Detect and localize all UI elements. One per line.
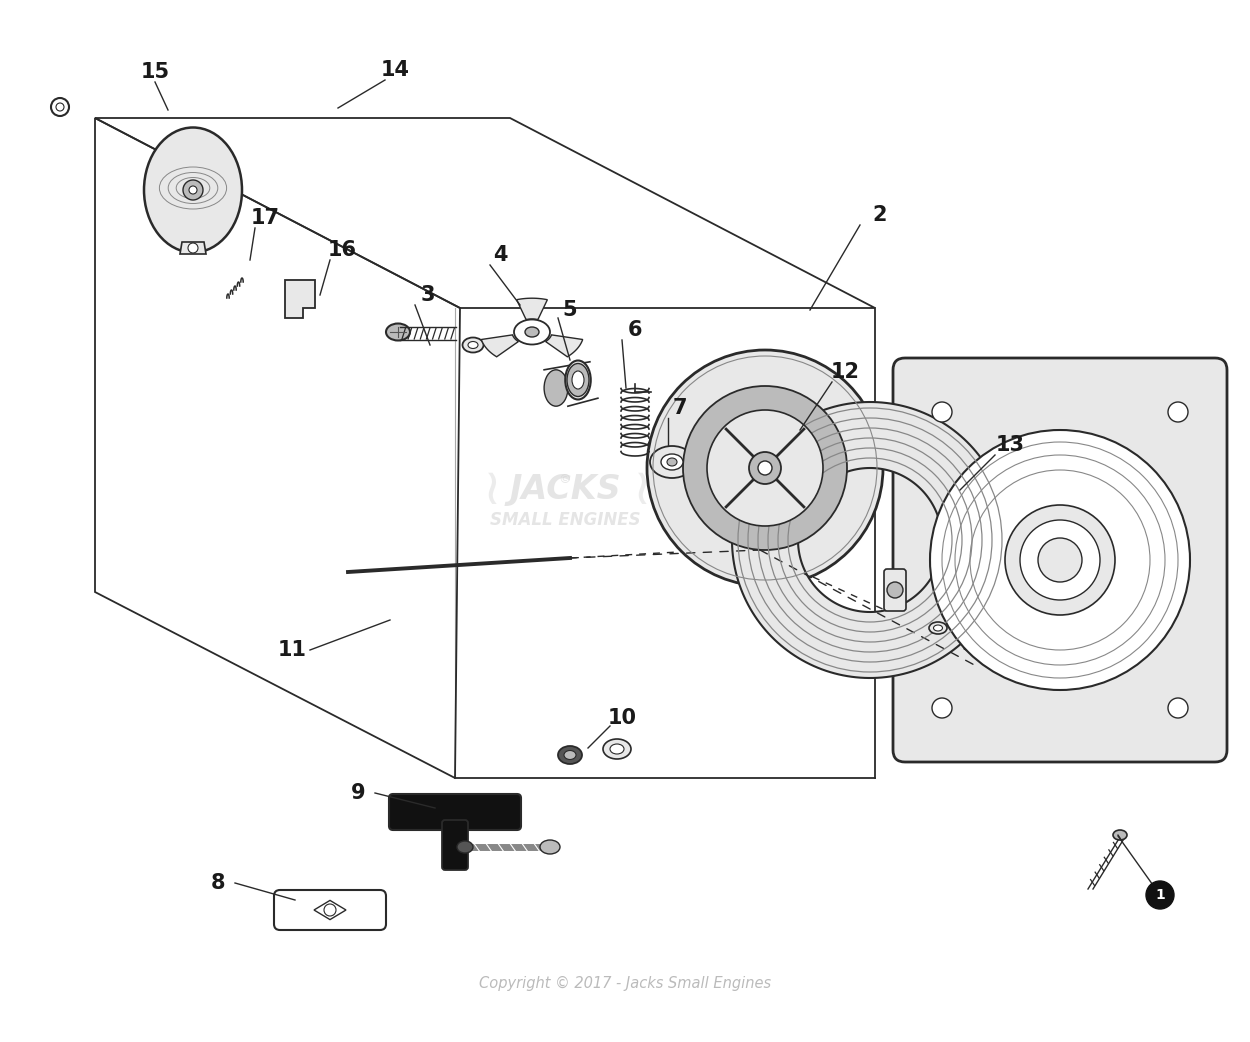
Ellipse shape [144,127,242,252]
Circle shape [888,582,902,598]
Text: Copyright © 2017 - Jacks Small Engines: Copyright © 2017 - Jacks Small Engines [479,975,771,991]
Text: 12: 12 [830,362,860,382]
Text: ©: © [559,473,571,487]
Polygon shape [481,334,519,356]
Text: $\wr$: $\wr$ [482,466,498,514]
Text: 17: 17 [250,208,280,228]
Text: $\wr$: $\wr$ [632,466,648,514]
Text: 1: 1 [1155,888,1165,902]
Text: 10: 10 [608,708,636,728]
Text: JACKS: JACKS [509,473,621,506]
Ellipse shape [544,370,568,406]
Ellipse shape [514,320,550,345]
Ellipse shape [1112,830,1128,840]
FancyBboxPatch shape [442,820,468,870]
Ellipse shape [565,361,591,399]
Circle shape [682,386,848,550]
Text: 7: 7 [672,398,688,418]
Polygon shape [180,242,206,254]
Polygon shape [516,298,548,320]
Polygon shape [732,402,1008,678]
Ellipse shape [540,840,560,854]
Text: 2: 2 [872,205,887,225]
Ellipse shape [934,625,942,631]
Polygon shape [545,334,582,356]
FancyBboxPatch shape [389,794,521,830]
Polygon shape [285,280,315,318]
Circle shape [749,452,781,483]
Text: SMALL ENGINES: SMALL ENGINES [490,511,640,529]
Ellipse shape [650,446,694,478]
Circle shape [930,430,1190,690]
Circle shape [1168,402,1187,422]
Ellipse shape [929,622,948,634]
Text: 13: 13 [995,435,1025,455]
FancyBboxPatch shape [892,358,1228,762]
Circle shape [648,350,882,586]
Circle shape [188,243,198,253]
Circle shape [1168,698,1187,718]
Text: 3: 3 [421,286,435,305]
Text: 5: 5 [562,300,578,320]
Ellipse shape [525,327,539,337]
Text: 16: 16 [328,240,356,260]
Text: 6: 6 [628,320,642,340]
Ellipse shape [564,750,576,760]
Circle shape [1020,520,1100,600]
Ellipse shape [458,841,472,853]
FancyBboxPatch shape [884,569,906,611]
Circle shape [1005,505,1115,615]
Text: 8: 8 [211,873,225,893]
Ellipse shape [572,371,584,389]
Ellipse shape [668,458,678,466]
Text: 11: 11 [278,640,306,660]
Circle shape [707,410,822,526]
Ellipse shape [386,323,410,341]
Circle shape [189,187,198,194]
Circle shape [182,180,203,200]
Text: 4: 4 [492,245,508,265]
Circle shape [1146,880,1174,909]
Text: 15: 15 [140,63,170,82]
Circle shape [932,402,952,422]
Ellipse shape [568,364,589,397]
Ellipse shape [558,746,582,764]
Circle shape [1038,538,1082,582]
Circle shape [758,461,772,475]
Ellipse shape [468,342,478,348]
Ellipse shape [661,454,682,470]
Circle shape [932,698,952,718]
Ellipse shape [610,744,624,754]
Ellipse shape [602,739,631,759]
Ellipse shape [462,338,484,352]
FancyBboxPatch shape [274,890,386,931]
Text: 14: 14 [380,60,410,80]
Text: 9: 9 [351,783,365,803]
